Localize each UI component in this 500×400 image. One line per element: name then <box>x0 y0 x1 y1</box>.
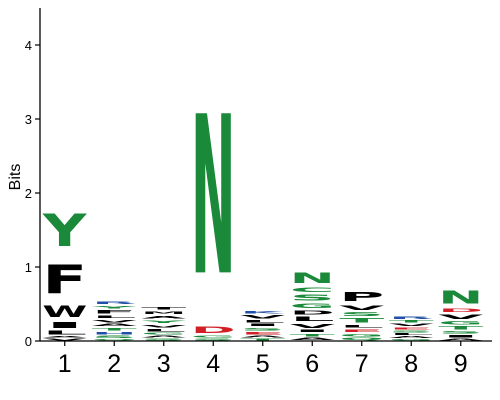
logo-letter-i: I <box>438 334 483 338</box>
logo-letter-g: G <box>389 339 434 341</box>
logo-letter-y: Y <box>140 320 187 324</box>
logo-letter-t: T <box>389 320 434 324</box>
logo-letter-f: F <box>42 257 87 303</box>
logo-letter-a: A <box>141 315 186 319</box>
logo-letter-q: Q <box>339 337 384 341</box>
logo-letter-d: D <box>438 308 483 313</box>
logo-letter-g: G <box>438 320 483 325</box>
logo-letter-e: E <box>240 331 285 335</box>
logo-letter-a: A <box>92 323 137 327</box>
logo-letter-i: I <box>240 323 285 327</box>
x-tick-label: 6 <box>305 350 319 378</box>
y-tick-label: 3 <box>25 112 32 127</box>
logo-letter-f: F <box>92 309 137 314</box>
logo-letter-v: V <box>141 324 186 328</box>
logo-letter-d: D <box>290 309 335 316</box>
logo-letter-g: G <box>339 333 384 337</box>
logo-letter-t: T <box>240 338 285 341</box>
logo-letter-r: R <box>92 300 137 304</box>
logo-letter-e: E <box>339 329 384 333</box>
y-axis-label: Bits <box>7 164 24 191</box>
logo-letter-g: G <box>290 303 335 310</box>
logo-letter-s: S <box>191 338 236 341</box>
logo-letter-t: T <box>290 333 335 337</box>
logo-letter-t: T <box>141 306 186 310</box>
logo-letter-a: A <box>240 335 285 338</box>
logo-letter-m: M <box>141 311 186 315</box>
logo-letter-g: G <box>191 335 236 338</box>
logo-letter-v: V <box>42 338 87 341</box>
logo-letter-s: S <box>339 312 384 318</box>
logo-letter-l: L <box>240 320 285 324</box>
logo-letter-v: V <box>389 323 434 327</box>
logo-letter-a: A <box>389 336 434 339</box>
x-tick-label: 7 <box>355 350 369 378</box>
logo-letter-s: S <box>240 327 285 331</box>
logo-letter-l: L <box>141 328 186 332</box>
logo-letter-d: D <box>191 325 236 335</box>
logo-letter-y: Y <box>42 206 88 257</box>
logo-letter-v: V <box>92 319 137 323</box>
logo-letter-l: L <box>290 316 335 323</box>
x-tick-label: 1 <box>58 350 72 378</box>
logo-letter-v: V <box>240 314 285 319</box>
x-tick-label: 2 <box>107 350 121 378</box>
logo-letter-w: W <box>42 303 87 321</box>
x-tick-label: 9 <box>454 350 468 378</box>
logo-letter-t: T <box>92 327 137 331</box>
logo-letter-s: S <box>438 331 483 335</box>
logo-letter-s: S <box>389 330 434 333</box>
x-tick-label: 5 <box>256 350 270 378</box>
logo-letter-v: V <box>290 323 335 330</box>
x-tick-label: 3 <box>157 350 171 378</box>
logo-letter-a: A <box>42 336 87 338</box>
logo-letter-e: E <box>389 327 434 330</box>
y-tick-label: 1 <box>25 260 32 275</box>
logo-letter-n: N <box>290 270 335 286</box>
logo-letter-p: P <box>339 290 384 305</box>
x-ticks: 1 2 3 4 5 6 7 8 9 <box>58 341 468 378</box>
logo-letter-t: T <box>438 326 483 331</box>
logo-letter-a: A <box>290 337 335 341</box>
y-tick-label: 0 <box>25 334 32 349</box>
logo-letter-q: Q <box>92 339 137 341</box>
logo-letter-h: H <box>92 331 137 335</box>
logo-letter-y: Y <box>91 305 138 309</box>
logo-letter-l: L <box>42 330 87 336</box>
logo-letter-v: V <box>438 313 483 320</box>
logo-letter-k: K <box>240 310 285 314</box>
logo-letter-i: I <box>42 321 87 330</box>
logo-letter-n: N <box>438 288 483 308</box>
logo-letter-s: S <box>141 338 186 341</box>
x-tick-label: 4 <box>206 350 220 378</box>
logo-letter-r: R <box>389 316 434 320</box>
logo-letter-v: V <box>339 304 384 311</box>
logo-letter-n: N <box>191 72 236 325</box>
y-ticks: 0 1 2 3 4 <box>25 38 40 349</box>
logo-letter-g: G <box>141 332 186 335</box>
x-tick-label: 8 <box>404 350 418 378</box>
logo-letter-i: I <box>290 329 335 333</box>
logo-letter-l: L <box>92 314 137 318</box>
logo-letter-c: C <box>290 286 335 293</box>
logo-letter-s: S <box>290 294 335 303</box>
y-tick-label: 2 <box>25 186 32 201</box>
logo-letter-l: L <box>389 333 434 336</box>
logo-letter-a: A <box>141 335 186 338</box>
y-tick-label: 4 <box>25 38 32 53</box>
logo-letter-s: S <box>92 335 137 339</box>
logo-letter-a: A <box>438 338 483 341</box>
logo-stacks: VALIWFYQSHTAVLFYRSAGLVYAMTSGDNTAESILVKAT… <box>42 72 484 341</box>
logo-letter-l: L <box>339 324 384 328</box>
logo-letter-t: T <box>339 318 384 325</box>
